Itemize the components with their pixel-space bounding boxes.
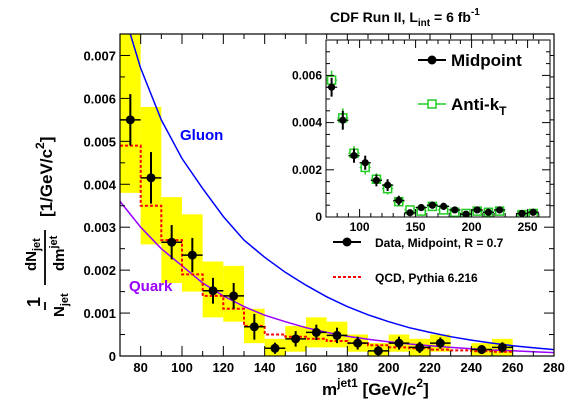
data-point bbox=[332, 330, 342, 340]
data-point bbox=[249, 322, 259, 332]
inset-x-ticks: 100 150 200 250 bbox=[336, 40, 551, 234]
inset-midpoint-point bbox=[372, 176, 380, 185]
data-point bbox=[291, 334, 301, 344]
inset-midpoint-point bbox=[339, 116, 347, 124]
inset-midpoint-point bbox=[462, 210, 470, 217]
inset-y-tick-label: 0.002 bbox=[292, 163, 322, 177]
inset-midpoint-point bbox=[361, 159, 369, 167]
inset-midpoint-point bbox=[484, 208, 492, 216]
y-label-one: 1 bbox=[24, 297, 44, 307]
inset-legend-midpoint-marker bbox=[427, 55, 437, 65]
inset-x-tick-label: 250 bbox=[518, 220, 538, 234]
data-point bbox=[477, 345, 487, 355]
inset-legend-antikt-label: Anti-kT bbox=[451, 95, 507, 118]
y-label-njet: Njet bbox=[51, 293, 71, 317]
y-tick-label: 0 bbox=[109, 349, 116, 364]
x-tick-label: 120 bbox=[212, 360, 234, 375]
inset-midpoint-point bbox=[328, 83, 336, 91]
y-tick-label: 0.002 bbox=[83, 263, 116, 278]
legend-data-label: Data, Midpoint, R = 0.7 bbox=[375, 236, 504, 250]
data-point bbox=[187, 250, 197, 260]
inset-y-tick-label: 0.006 bbox=[292, 68, 322, 82]
inset-legend: Midpoint Anti-kT bbox=[418, 51, 522, 118]
inset-midpoint-point bbox=[451, 206, 459, 214]
inset-midpoint-point bbox=[384, 181, 392, 189]
data-point bbox=[208, 286, 218, 296]
inset-midpoint-point bbox=[406, 209, 414, 217]
inset-midpoint-point bbox=[428, 201, 436, 209]
y-label-dn: dNjet bbox=[23, 238, 43, 271]
data-point bbox=[353, 338, 363, 348]
inset-legend-midpoint-label: Midpoint bbox=[451, 51, 522, 70]
inset-legend-antikt-marker bbox=[427, 99, 437, 109]
inset-midpoint-point bbox=[529, 208, 537, 216]
qcd-step-layer bbox=[120, 144, 513, 353]
data-point bbox=[497, 342, 507, 352]
y-tick-label: 0.003 bbox=[83, 220, 116, 235]
inset-plot: 100 150 200 250 0 0.002 0.004 0.006 Midpoint A… bbox=[292, 39, 551, 234]
legend-data-marker bbox=[342, 237, 352, 247]
inset-midpoint-point bbox=[395, 196, 403, 205]
x-axis-label: mjet1 [GeV/c2] bbox=[322, 376, 429, 399]
x-tick-label: 200 bbox=[378, 360, 400, 375]
inset-x-tick-label: 100 bbox=[350, 220, 370, 234]
y-tick-label: 0.004 bbox=[83, 177, 116, 192]
data-point bbox=[415, 342, 425, 352]
x-tick-label: 240 bbox=[460, 360, 482, 375]
gluon-label: Gluon bbox=[180, 127, 223, 144]
y-label-dm: dmjet bbox=[48, 235, 68, 271]
inset-data-layer bbox=[326, 70, 539, 217]
x-tick-label: 260 bbox=[502, 360, 524, 375]
data-point bbox=[146, 173, 156, 183]
data-point bbox=[373, 346, 383, 356]
y-tick-label: 0.001 bbox=[83, 306, 116, 321]
y-tick-label: 0.007 bbox=[83, 48, 116, 63]
quark-label: Quark bbox=[129, 278, 173, 295]
gluon-curve bbox=[129, 34, 554, 351]
inset-midpoint-point bbox=[518, 209, 526, 217]
x-tick-label: 140 bbox=[254, 360, 276, 375]
inset-background bbox=[326, 40, 550, 217]
inset-y-tick-label: 0.004 bbox=[292, 116, 322, 130]
legend-qcd-label: QCD, Pythia 6.216 bbox=[375, 271, 478, 285]
data-point bbox=[435, 338, 445, 348]
data-point bbox=[311, 327, 321, 337]
data-point bbox=[167, 237, 177, 247]
inset-y-tick-label: 0 bbox=[315, 210, 322, 224]
data-point bbox=[229, 291, 239, 301]
inset-x-tick-label: 200 bbox=[462, 220, 482, 234]
inset-y-ticks: 0 0.002 0.004 0.006 bbox=[292, 51, 550, 224]
inset-midpoint-point bbox=[350, 152, 358, 160]
chart-title: CDF Run II, Lint = 6 fb-1 bbox=[330, 7, 480, 29]
data-point bbox=[125, 115, 135, 125]
data-point bbox=[270, 343, 280, 353]
data-point bbox=[394, 338, 404, 348]
y-tick-label: 0.006 bbox=[83, 91, 116, 106]
qcd-pythia-step bbox=[120, 144, 513, 353]
x-tick-label: 100 bbox=[171, 360, 193, 375]
inset-midpoint-point bbox=[440, 202, 448, 210]
x-tick-label: 280 bbox=[543, 360, 565, 375]
x-tick-label: 80 bbox=[133, 360, 147, 375]
main-plot-frame bbox=[119, 33, 555, 357]
x-tick-label: 220 bbox=[419, 360, 441, 375]
main-legend: Data, Midpoint, R = 0.7 QCD, Pythia 6.21… bbox=[333, 236, 504, 285]
x-tick-label: 160 bbox=[295, 360, 317, 375]
main-x-ticks: 80 100 120 140 160 180 200 220 240 260 280 bbox=[119, 34, 565, 375]
y-axis-label: 1 Njet dNjet dmjet [1/GeV/c2] bbox=[23, 137, 71, 317]
inset-midpoint-point bbox=[496, 206, 504, 214]
inset-midpoint-point bbox=[417, 203, 425, 212]
x-tick-label: 180 bbox=[336, 360, 358, 375]
main-plot: 80 100 120 140 160 180 200 220 240 260 280 0 0.001 0… bbox=[83, 33, 565, 375]
y-label-unit: [1/GeV/c2] bbox=[33, 137, 56, 217]
inset-midpoint-point bbox=[473, 206, 481, 214]
y-tick-label: 0.005 bbox=[83, 134, 116, 149]
inset-x-tick-label: 150 bbox=[406, 220, 426, 234]
data-point-layer bbox=[120, 94, 513, 356]
